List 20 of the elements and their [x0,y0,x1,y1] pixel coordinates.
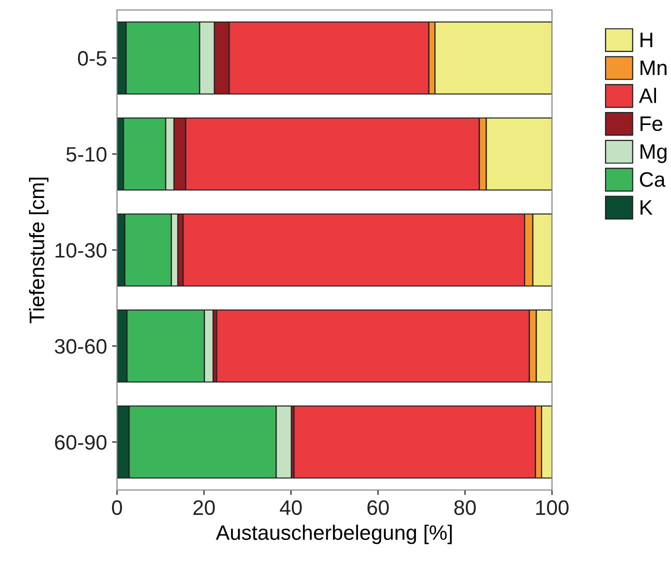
x-tick-label: 0 [112,500,122,516]
x-tick-label: 80 [454,500,476,516]
x-tick-label: 60 [367,500,389,516]
legend-label: Mn [640,60,666,75]
y-tick-label: 60-90 [55,435,106,450]
legend-label: Mg [640,144,666,164]
x-tick-label: 100 [536,500,569,516]
x-axis-title: Austauscherbelegung [%] [216,524,452,544]
x-tick-label: 40 [280,500,302,516]
y-tick-label: 0-5 [78,51,106,66]
legend-label: Ca [640,172,666,187]
y-tick-label: 5-10 [66,147,106,162]
legend-label: Fe [640,116,662,132]
y-tick-label: 30-60 [54,339,106,354]
legend-label: Al [638,88,656,103]
y-tick-label: 10-30 [56,243,106,258]
x-tick-label: 20 [193,500,215,516]
legend-label: H [640,32,652,48]
legend-label: K [640,200,653,215]
y-axis-title: Tiefenstufe [cm] [29,178,48,324]
